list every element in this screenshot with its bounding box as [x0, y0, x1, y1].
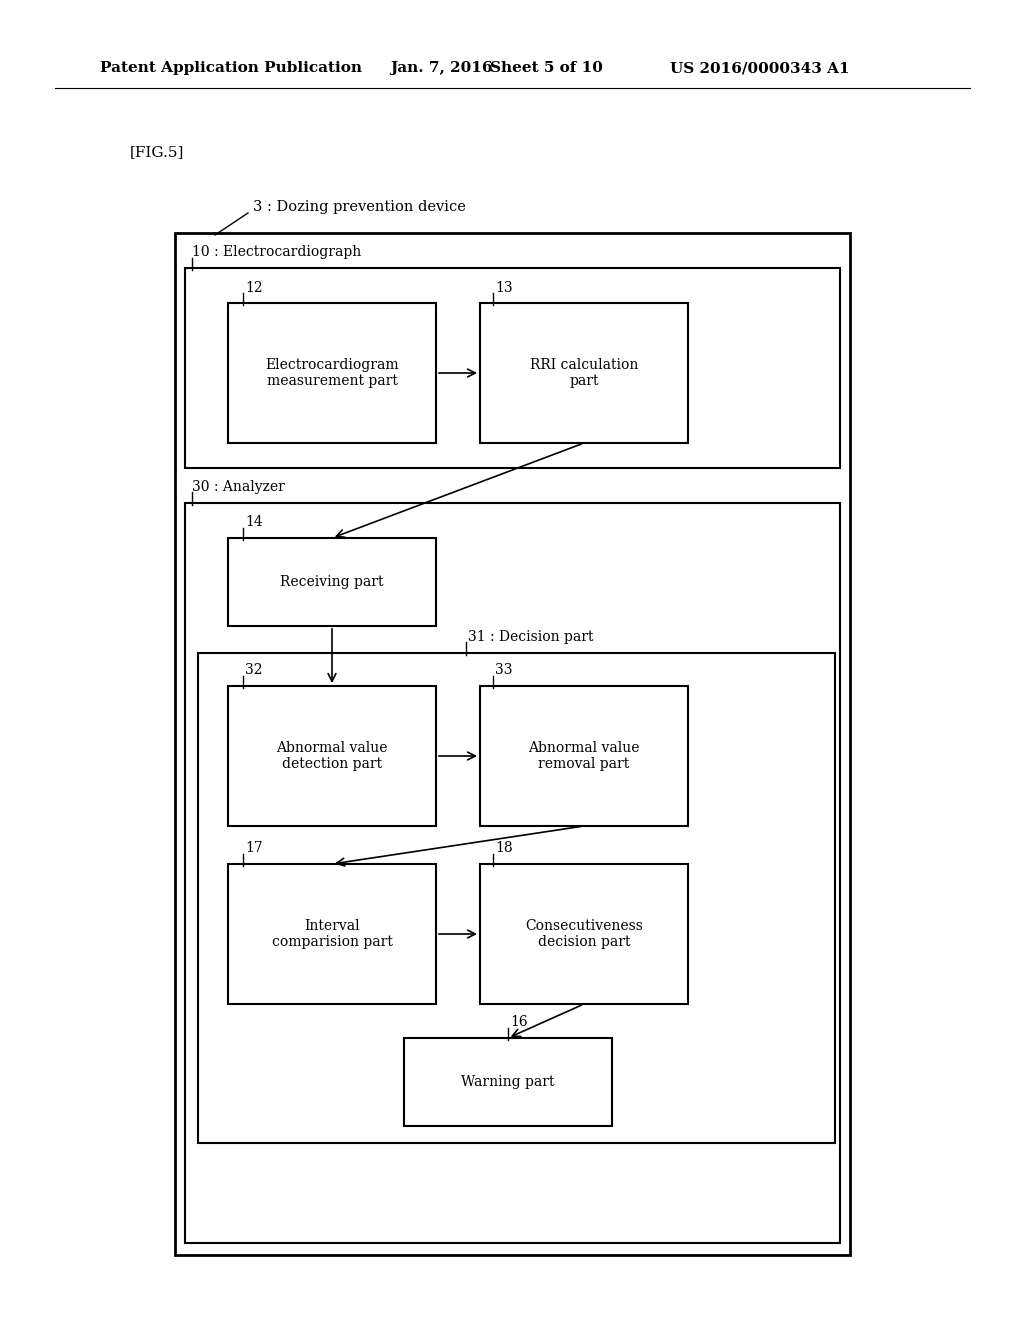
Text: Electrocardiogram
measurement part: Electrocardiogram measurement part	[265, 358, 398, 388]
Text: Warning part: Warning part	[461, 1074, 555, 1089]
Text: Patent Application Publication: Patent Application Publication	[100, 61, 362, 75]
Text: Jan. 7, 2016: Jan. 7, 2016	[390, 61, 493, 75]
Bar	[404, 1038, 612, 1126]
Bar	[228, 539, 436, 626]
Text: 30 : Analyzer: 30 : Analyzer	[193, 480, 285, 494]
Bar	[175, 234, 850, 1255]
Text: 14: 14	[245, 515, 263, 529]
Text: US 2016/0000343 A1: US 2016/0000343 A1	[670, 61, 850, 75]
Bar	[480, 686, 688, 826]
Text: 32: 32	[245, 663, 262, 677]
Text: Abnormal value
detection part: Abnormal value detection part	[276, 741, 388, 771]
Text: [FIG.5]: [FIG.5]	[130, 145, 184, 158]
Text: 31 : Decision part: 31 : Decision part	[468, 630, 594, 644]
Bar	[198, 653, 835, 1143]
Bar	[185, 268, 840, 469]
Bar	[480, 304, 688, 444]
Text: 16: 16	[510, 1015, 527, 1030]
Text: 18: 18	[495, 841, 513, 855]
Text: Abnormal value
removal part: Abnormal value removal part	[528, 741, 640, 771]
Bar	[480, 865, 688, 1005]
Text: 13: 13	[495, 281, 513, 294]
Text: Receiving part: Receiving part	[281, 576, 384, 589]
Bar	[228, 686, 436, 826]
Text: 3 : Dozing prevention device: 3 : Dozing prevention device	[253, 201, 466, 214]
Text: 12: 12	[245, 281, 262, 294]
Text: Interval
comparision part: Interval comparision part	[271, 919, 392, 949]
Bar	[228, 865, 436, 1005]
Text: Sheet 5 of 10: Sheet 5 of 10	[490, 61, 603, 75]
Bar	[185, 503, 840, 1243]
Text: 17: 17	[245, 841, 263, 855]
Text: RRI calculation
part: RRI calculation part	[529, 358, 638, 388]
Text: 33: 33	[495, 663, 512, 677]
Text: 10 : Electrocardiograph: 10 : Electrocardiograph	[193, 246, 361, 259]
Bar	[228, 304, 436, 444]
Text: Consecutiveness
decision part: Consecutiveness decision part	[525, 919, 643, 949]
